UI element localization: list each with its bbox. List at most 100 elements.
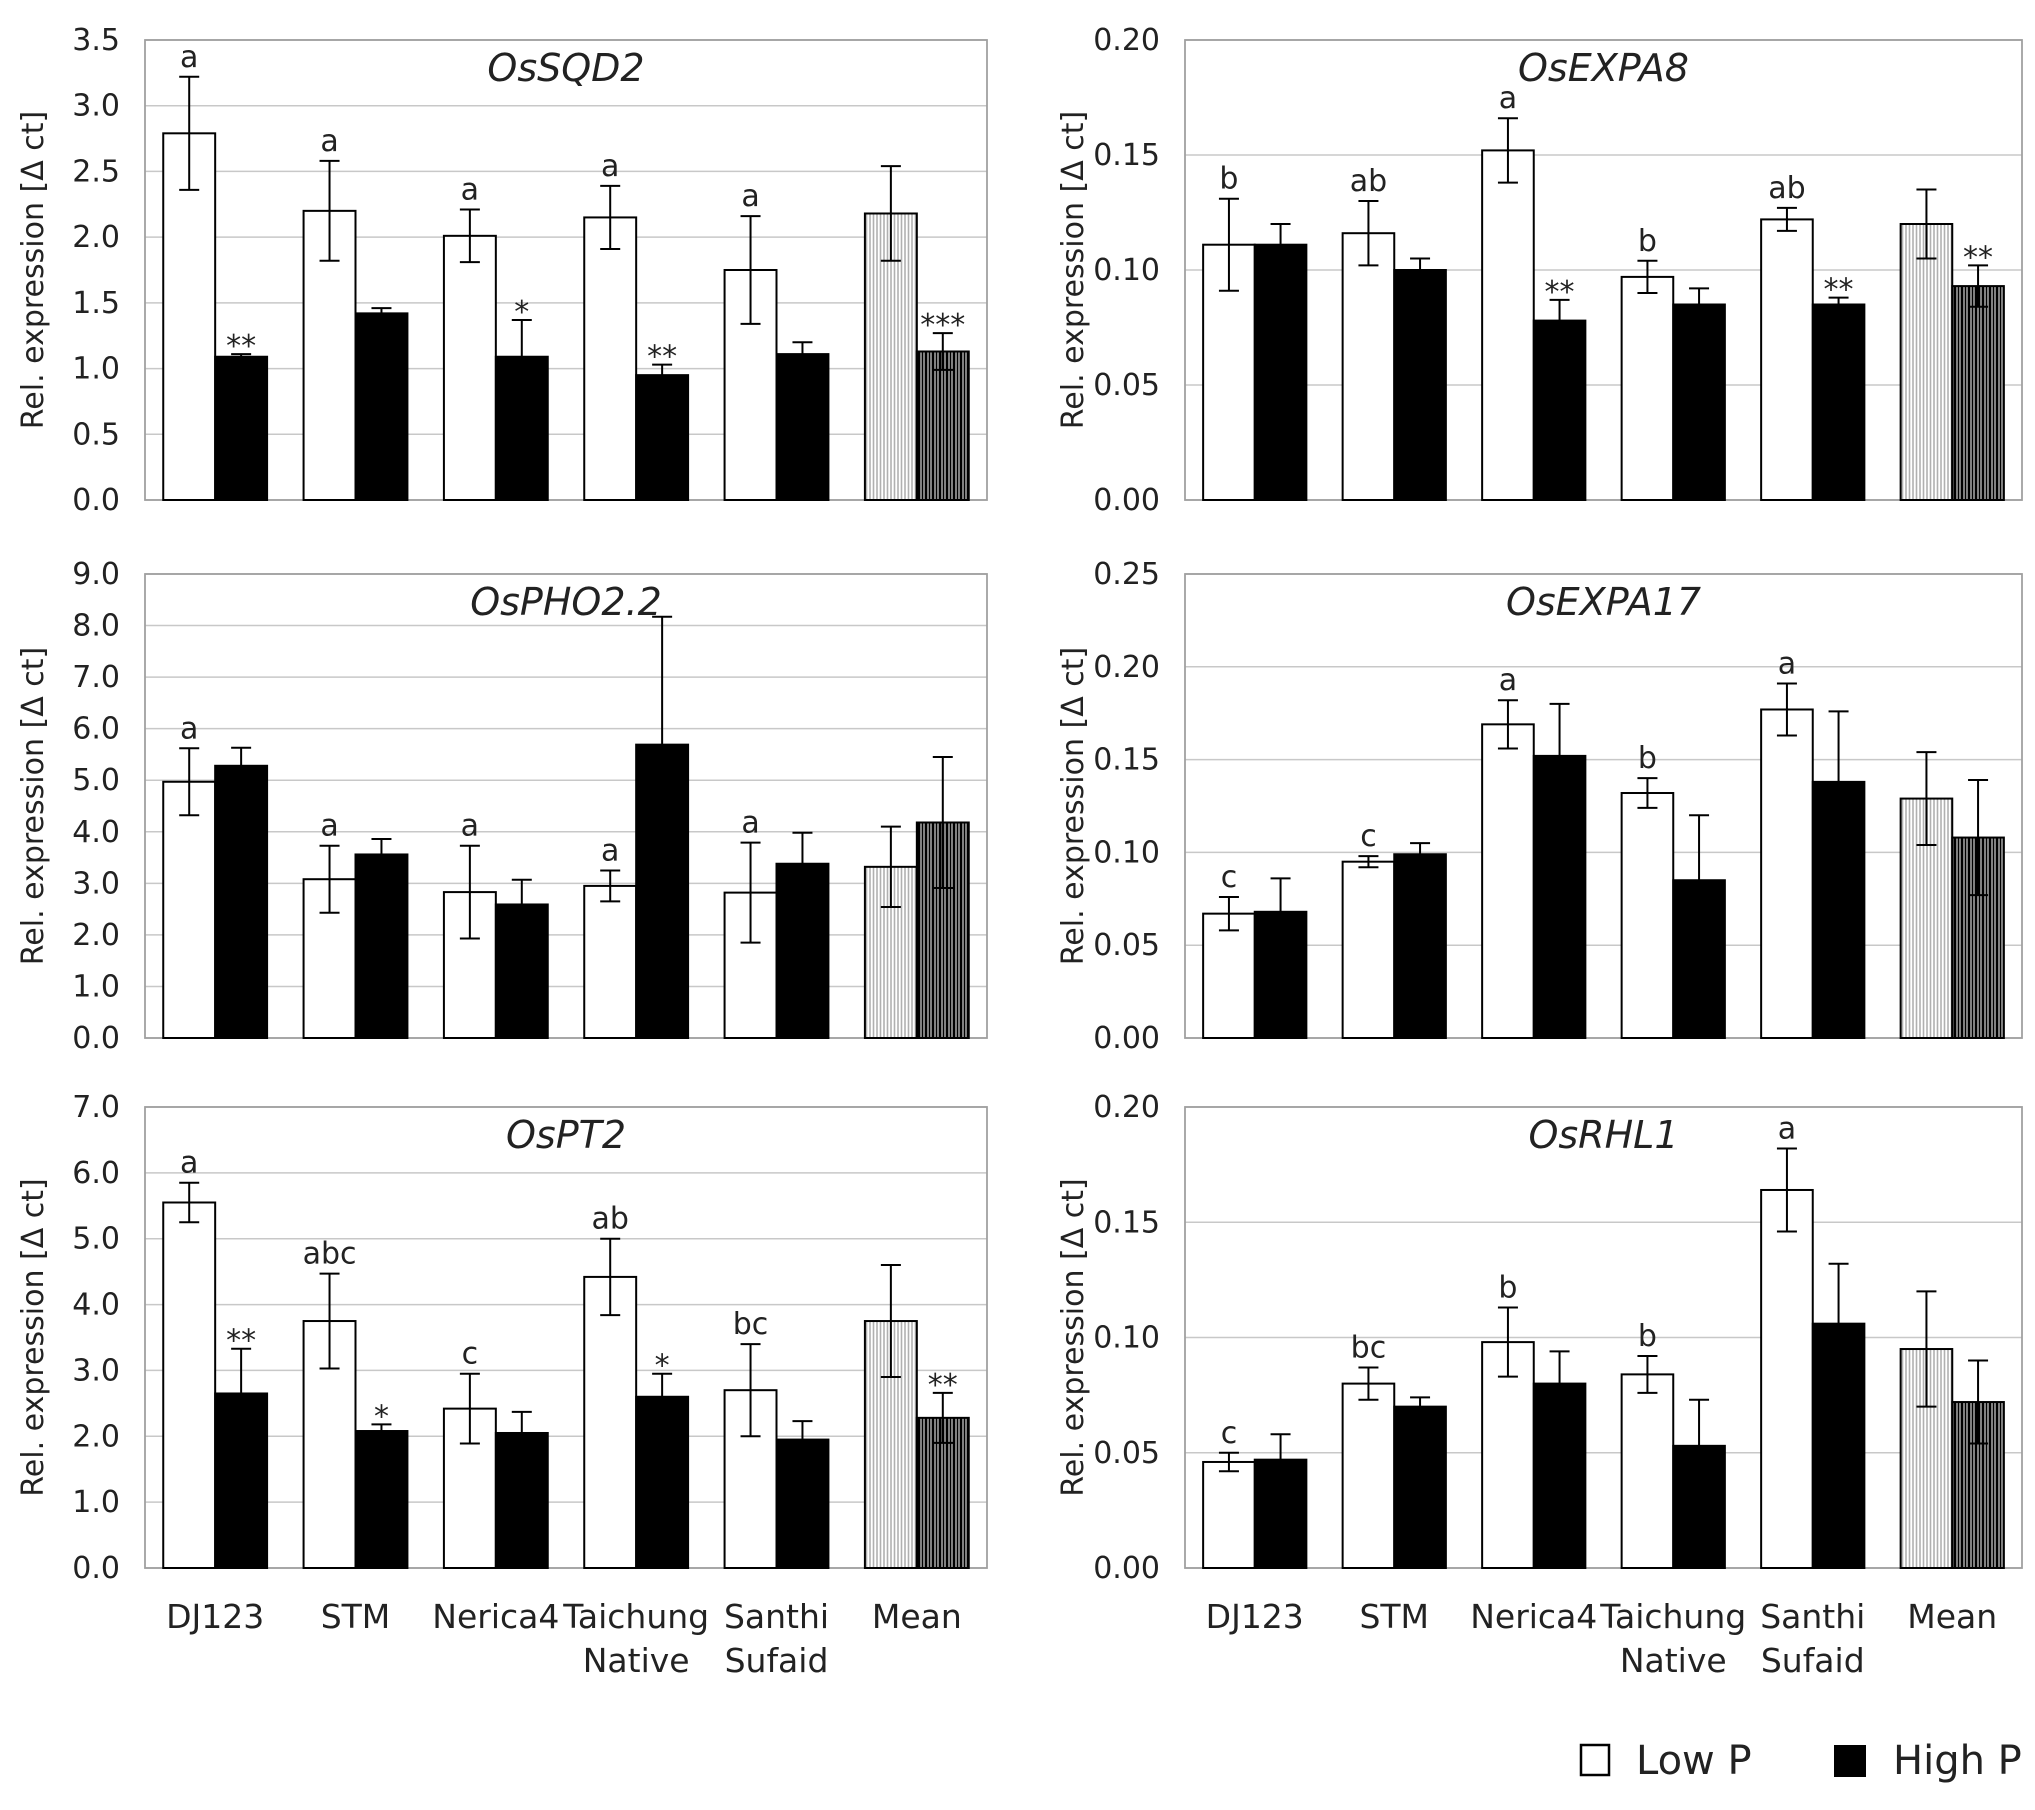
bar-high-p xyxy=(354,1430,409,1569)
bar-high-p xyxy=(354,853,409,1039)
y-tick-label: 0.0 xyxy=(72,1021,120,1056)
y-tick-label: 4.0 xyxy=(72,815,120,850)
significance-letter: a xyxy=(601,833,619,868)
chart-title: OsEXPA8 xyxy=(1518,46,1689,90)
significance-letter: a xyxy=(320,809,338,844)
bar-high-p xyxy=(214,355,269,501)
plot-frame xyxy=(1184,1106,2023,1569)
y-axis-label: Rel. expression [Δ ct] xyxy=(16,647,51,965)
y-tick-label: 2.5 xyxy=(72,154,120,189)
x-category-label: Nerica4 xyxy=(432,1597,559,1636)
significance-stars: ** xyxy=(226,329,256,364)
bar-low-p xyxy=(162,132,217,501)
legend-swatch-high-p xyxy=(1834,1745,1866,1777)
significance-letter: c xyxy=(1360,819,1377,854)
significance-stars: *** xyxy=(920,308,965,343)
x-category-label: STM xyxy=(321,1597,391,1636)
y-tick-label: 0.10 xyxy=(1093,253,1160,288)
bar-low-p xyxy=(162,780,217,1039)
y-tick-label: 0.05 xyxy=(1093,1436,1160,1471)
bar-low-p xyxy=(583,1275,638,1569)
bar-low-p xyxy=(1760,1188,1814,1569)
bar-low-p xyxy=(1620,1373,1675,1569)
significance-stars: ** xyxy=(1545,275,1575,310)
bar-high-p xyxy=(775,353,830,501)
y-tick-label: 6.0 xyxy=(72,1156,120,1191)
panel-osexpa17: 0.00 0.05 0.10 0.15 0.20 0.25 Rel. expression … xyxy=(1056,557,2023,1056)
y-tick-label: 3.0 xyxy=(72,89,120,124)
bar-high-p xyxy=(1672,303,1726,501)
bar-high-p xyxy=(775,1438,830,1570)
bar-low-p xyxy=(1202,912,1256,1040)
significance-stars: * xyxy=(514,295,529,330)
x-category-label: Sufaid xyxy=(725,1641,829,1680)
bar-low-p xyxy=(1202,1460,1256,1569)
y-tick-label: 7.0 xyxy=(72,660,120,695)
significance-letter: a xyxy=(180,711,198,746)
significance-letter: a xyxy=(180,40,198,75)
bar-high-p xyxy=(1253,243,1308,501)
y-tick-label: 6.0 xyxy=(72,712,120,747)
significance-letter: c xyxy=(462,1337,479,1372)
significance-letter: a xyxy=(320,124,338,159)
x-category-label: DJ123 xyxy=(166,1597,264,1636)
bar-high-p xyxy=(915,350,970,501)
y-tick-label: 0.05 xyxy=(1093,368,1160,403)
plot-frame xyxy=(144,573,988,1039)
y-tick-label: 1.5 xyxy=(72,286,120,321)
y-tick-label: 0.15 xyxy=(1093,743,1160,778)
y-tick-label: 0.20 xyxy=(1093,1090,1160,1125)
legend: Low P High P xyxy=(1579,1738,2022,1784)
y-tick-label: 0.0 xyxy=(72,1551,120,1586)
significance-letter: b xyxy=(1638,1319,1657,1354)
y-tick-label: 7.0 xyxy=(72,1090,120,1125)
significance-letter: c xyxy=(1221,1416,1238,1451)
x-category-label: DJ123 xyxy=(1206,1597,1304,1636)
bar-low-p xyxy=(1620,275,1675,501)
y-tick-label: 4.0 xyxy=(72,1288,120,1323)
significance-letter: a xyxy=(1499,663,1517,698)
significance-letter: bc xyxy=(733,1307,769,1342)
y-tick-label: 0.0 xyxy=(72,483,120,518)
y-tick-label: 5.0 xyxy=(72,1222,120,1257)
bar-high-p xyxy=(1393,853,1447,1039)
significance-stars: * xyxy=(655,1349,670,1384)
bar-low-p xyxy=(583,884,638,1040)
legend-label-low-p: Low P xyxy=(1636,1738,1752,1784)
chart-title: OsPHO2.2 xyxy=(470,580,662,624)
bar-low-p xyxy=(162,1201,217,1569)
significance-letter: a xyxy=(461,173,479,208)
significance-letter: b xyxy=(1219,162,1238,197)
y-axis-label: Rel. expression [Δ ct] xyxy=(1056,111,1091,429)
significance-letter: b xyxy=(1638,224,1657,259)
y-tick-label: 3.0 xyxy=(72,866,120,901)
x-category-label: Native xyxy=(1620,1641,1727,1680)
bar-high-p xyxy=(1532,319,1587,501)
bar-low-p xyxy=(1341,232,1396,501)
bar-high-p xyxy=(635,374,690,501)
significance-letter: ab xyxy=(1768,171,1805,206)
significance-letter: b xyxy=(1498,1271,1517,1306)
y-axis-label: Rel. expression [Δ ct] xyxy=(16,111,51,429)
y-tick-label: 3.5 xyxy=(72,23,120,58)
x-category-label: Native xyxy=(583,1641,690,1680)
significance-stars: * xyxy=(374,1399,389,1434)
y-tick-label: 2.0 xyxy=(72,1419,120,1454)
y-tick-label: 8.0 xyxy=(72,609,120,644)
significance-letter: a xyxy=(741,179,759,214)
legend-swatch-low-p xyxy=(1579,1743,1611,1777)
y-tick-label: 1.0 xyxy=(72,1485,120,1520)
significance-letter: ab xyxy=(591,1202,628,1237)
bar-high-p xyxy=(214,764,269,1040)
y-tick-label: 1.0 xyxy=(72,352,120,387)
x-category-label: Taichung xyxy=(1599,1597,1746,1636)
y-tick-label: 0.5 xyxy=(72,417,120,452)
bar-high-p xyxy=(494,1431,549,1569)
plot-frame xyxy=(1184,573,2023,1039)
x-category-label: Sufaid xyxy=(1761,1641,1865,1680)
bar-low-p xyxy=(1760,708,1814,1039)
y-tick-label: 0.10 xyxy=(1093,835,1160,870)
bar-low-p xyxy=(1760,218,1814,501)
significance-letter: a xyxy=(461,809,479,844)
